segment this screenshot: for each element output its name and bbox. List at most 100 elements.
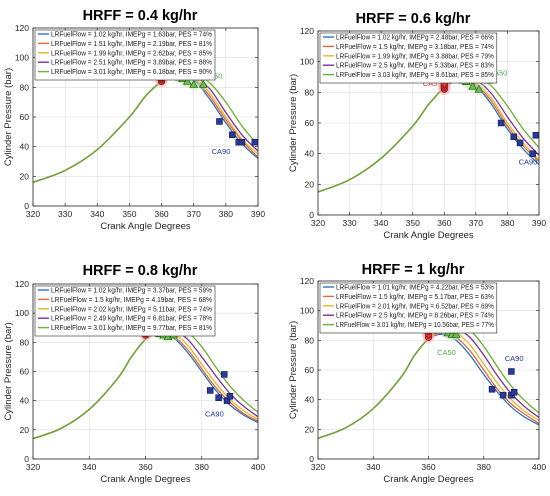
x-tick-label: 320 bbox=[311, 462, 325, 472]
y-tick-label: 60 bbox=[20, 367, 30, 377]
legend-entry: LRFuelFlow = 2.01 kg/hr, IMEPg = 6.52bar… bbox=[336, 301, 494, 310]
legend-entry: LRFuelFlow = 1.02 kg/hr, IMEPg = 1.63bar… bbox=[51, 30, 212, 39]
ca90-marker bbox=[529, 150, 536, 157]
y-tick-label: 40 bbox=[305, 395, 315, 405]
chart-title: HRFF = 0.4 kg/hr bbox=[83, 8, 198, 24]
x-tick-label: 360 bbox=[437, 218, 451, 228]
x-tick-label: 380 bbox=[477, 462, 491, 472]
ca50-marker bbox=[474, 84, 484, 93]
ca90-marker bbox=[215, 394, 222, 402]
y-tick-label: 100 bbox=[15, 308, 29, 318]
x-tick-label: 330 bbox=[58, 209, 72, 219]
y-tick-label: 20 bbox=[305, 179, 315, 189]
x-tick-label: 360 bbox=[154, 209, 168, 219]
ca90-marker bbox=[221, 371, 228, 378]
y-tick-label: 0 bbox=[24, 201, 29, 211]
y-tick-label: 100 bbox=[300, 57, 314, 67]
y-tick-label: 0 bbox=[24, 454, 29, 464]
y-tick-label: 120 bbox=[15, 279, 29, 289]
x-tick-label: 350 bbox=[122, 209, 136, 219]
ca50-label: CA50 bbox=[437, 348, 456, 357]
legend-entry: LRFuelFlow = 1.99 kg/hr, IMEPg = 2.62bar… bbox=[51, 48, 212, 57]
chart-panel: HRFF = 1 kg/hrCA5CA50CA90320340360380400… bbox=[288, 262, 546, 485]
legend-entry: LRFuelFlow = 1.5 kg/hr, IMEPg = 4.19bar,… bbox=[51, 295, 212, 304]
x-tick-label: 320 bbox=[311, 218, 325, 228]
legend-box bbox=[319, 32, 498, 84]
y-tick-label: 40 bbox=[20, 142, 30, 152]
ca90-marker bbox=[516, 139, 524, 147]
legend-box bbox=[34, 285, 216, 337]
ca90-marker bbox=[510, 389, 518, 396]
y-tick-label: 80 bbox=[305, 87, 315, 97]
legend-entry: LRFuelFlow = 1.02 kg/hr, IMEPg = 3.37bar… bbox=[51, 286, 212, 295]
ca90-marker bbox=[206, 387, 214, 394]
y-tick-label: 80 bbox=[20, 82, 30, 92]
y-tick-label: 120 bbox=[300, 26, 314, 36]
x-tick-label: 360 bbox=[138, 462, 152, 472]
x-tick-label: 340 bbox=[82, 462, 96, 472]
y-tick-label: 20 bbox=[20, 171, 30, 181]
ca90-label: CA90 bbox=[212, 147, 231, 156]
legend-entry: LRFuelFlow = 3.01 kg/hr, IMEPg = 6.18bar… bbox=[51, 67, 212, 76]
legend-entry: LRFuelFlow = 1.01 kg/hr, IMEPg = 4.22bar… bbox=[336, 283, 494, 292]
y-tick-label: 0 bbox=[309, 210, 314, 220]
y-tick-label: 100 bbox=[300, 306, 314, 316]
legend-entry: LRFuelFlow = 2.51 kg/hr, IMEPg = 3.89bar… bbox=[51, 58, 212, 67]
ca50-marker bbox=[468, 81, 478, 90]
ca5-label: CA5 bbox=[423, 79, 438, 88]
legend-entry: LRFuelFlow = 3.01 kg/hr, IMEPg = 9.77bar… bbox=[51, 323, 212, 332]
x-axis-label: Crank Angle Degrees bbox=[383, 230, 474, 241]
y-axis-label: Cylinder Pressure (bar) bbox=[3, 322, 14, 420]
legend-entry: LRFuelFlow = 1.02 kg/hr, IMEPg = 2.48bar… bbox=[336, 33, 494, 42]
legend-entry: LRFuelFlow = 1.51 kg/hr, IMEPg = 2.19bar… bbox=[51, 39, 212, 48]
chart-panel: HRFF = 0.8 kg/hrCA5CA50CA903203403603804… bbox=[3, 263, 265, 485]
y-tick-label: 80 bbox=[20, 337, 30, 347]
legend-entry: LRFuelFlow = 1.5 kg/hr, IMEPg = 5.17bar,… bbox=[336, 292, 494, 301]
y-tick-label: 120 bbox=[300, 276, 314, 286]
legend-entry: LRFuelFlow = 1.99 kg/hr, IMEPg = 3.88bar… bbox=[336, 51, 494, 60]
legend-entry: LRFuelFlow = 2.49 kg/hr, IMEPg = 6.81bar… bbox=[51, 314, 212, 323]
ca90-marker bbox=[229, 131, 236, 139]
x-tick-label: 340 bbox=[374, 218, 388, 228]
x-tick-label: 380 bbox=[219, 209, 233, 219]
legend-box bbox=[319, 282, 498, 334]
x-tick-label: 370 bbox=[187, 209, 201, 219]
ca90-marker bbox=[238, 138, 246, 146]
ca90-marker bbox=[508, 368, 515, 375]
y-tick-label: 60 bbox=[305, 365, 315, 375]
y-tick-label: 40 bbox=[20, 396, 30, 406]
x-tick-label: 350 bbox=[406, 218, 420, 228]
y-axis-label: Cylinder Pressure (bar) bbox=[3, 68, 14, 166]
y-tick-label: 60 bbox=[305, 118, 315, 128]
ca90-marker bbox=[251, 138, 259, 146]
x-tick-label: 360 bbox=[421, 462, 435, 472]
chart-panel: HRFF = 0.6 kg/hr CA5 CA50 CA90 320 330 340 350 3… bbox=[288, 11, 546, 241]
ca90-marker bbox=[499, 391, 507, 399]
ca50-label: CA50 bbox=[489, 68, 508, 77]
ca90-label: CA90 bbox=[205, 410, 224, 419]
y-tick-label: 20 bbox=[20, 425, 30, 435]
y-axis-label: Cylinder Pressure (bar) bbox=[288, 74, 299, 172]
x-tick-label: 340 bbox=[90, 209, 104, 219]
ca90-marker bbox=[532, 132, 540, 139]
x-tick-label: 400 bbox=[251, 462, 265, 472]
ca90-marker bbox=[510, 133, 517, 141]
ca90-marker bbox=[497, 119, 505, 127]
x-tick-label: 320 bbox=[26, 209, 40, 219]
x-tick-label: 320 bbox=[26, 462, 40, 472]
y-tick-label: 0 bbox=[309, 454, 314, 464]
x-tick-label: 390 bbox=[251, 209, 265, 219]
x-axis-label: Crank Angle Degrees bbox=[100, 474, 191, 485]
legend-entry: LRFuelFlow = 1.5 kg/hr, IMEPg = 3.18bar,… bbox=[336, 42, 494, 51]
chart-panel: HRFF = 0.4 kg/hrCA5CA50CA903203303403503… bbox=[3, 8, 265, 232]
chart-title: HRFF = 1 kg/hr bbox=[362, 262, 465, 278]
legend-entry: LRFuelFlow = 2.5 kg/hr, IMEPg = 8.26bar,… bbox=[336, 311, 494, 320]
x-tick-label: 380 bbox=[195, 462, 209, 472]
ca50-marker bbox=[451, 329, 461, 338]
legend-entry: LRFuelFlow = 3.03 kg/hr, IMEPg = 8.61bar… bbox=[336, 70, 494, 79]
legend-entry: LRFuelFlow = 2.5 kg/hr, IMEPg = 5.33bar,… bbox=[336, 61, 494, 70]
ca90-label: CA90 bbox=[505, 354, 524, 363]
legend-box bbox=[34, 29, 216, 81]
y-tick-label: 20 bbox=[305, 424, 315, 434]
